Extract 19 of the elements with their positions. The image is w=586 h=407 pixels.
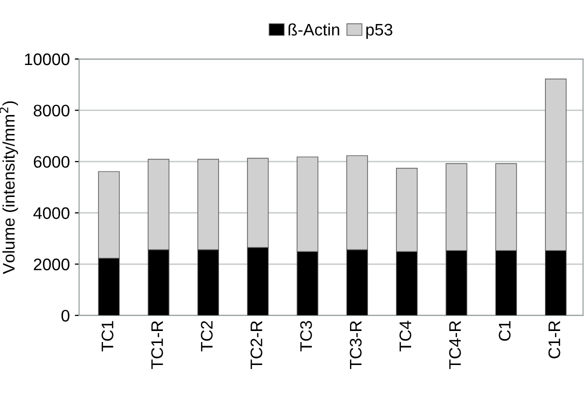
y-tick-label: 4000 [33, 207, 70, 220]
y-tick-label: 10000 [25, 53, 70, 66]
y-axis-title: Volume (intensity/mm$^{2}$) [0, 101, 18, 274]
x-tick-label: TC2 [200, 321, 213, 352]
y-tick-label: 0 [61, 310, 70, 322]
y-tick-label: 8000 [34, 104, 70, 116]
x-tick-label: TC3-R [350, 321, 362, 369]
x-tick-label: TC1-R [151, 321, 164, 369]
x-tick-label: TC1 [102, 321, 114, 352]
x-tick-label: TC4 [399, 320, 412, 352]
x-tick-label: TC2-R [250, 321, 262, 369]
x-tick-label: TC3 [300, 321, 312, 352]
x-tick-label: TC4-R [449, 321, 461, 369]
y-tick-label: 6000 [34, 156, 70, 168]
x-tick-label: C1-R [548, 321, 560, 358]
x-tick-label: C1 [498, 321, 511, 341]
legend-label: ß-Actin [288, 23, 340, 36]
legend-label: p53 [366, 24, 392, 39]
y-tick-label: 2000 [34, 258, 70, 270]
